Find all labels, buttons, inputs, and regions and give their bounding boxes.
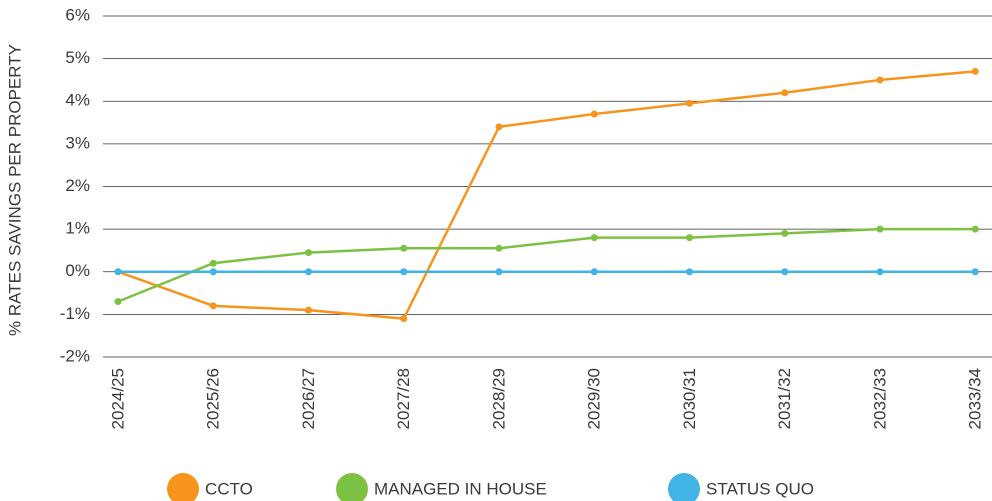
series-line bbox=[117, 70, 976, 320]
data-point bbox=[495, 268, 503, 276]
x-tick-label: 2024/25 bbox=[108, 368, 127, 429]
data-point bbox=[305, 268, 312, 276]
y-tick-label: -1% bbox=[60, 304, 90, 323]
y-tick-label: 0% bbox=[65, 261, 90, 280]
y-tick-label: 5% bbox=[65, 48, 90, 67]
x-tick-label: 2027/28 bbox=[394, 368, 413, 429]
data-point bbox=[305, 249, 312, 257]
data-point bbox=[495, 123, 503, 131]
data-point bbox=[971, 268, 979, 276]
x-tick-label: 2025/26 bbox=[204, 368, 223, 429]
y-tick-label: 3% bbox=[65, 133, 90, 152]
data-point bbox=[590, 268, 598, 276]
data-point bbox=[876, 268, 884, 276]
data-point bbox=[590, 234, 598, 242]
x-tick-label: 2030/31 bbox=[680, 368, 699, 429]
data-point bbox=[400, 268, 408, 276]
legend-label: MANAGED IN HOUSE bbox=[374, 479, 547, 498]
data-point bbox=[400, 244, 408, 252]
x-tick-label: 2028/29 bbox=[489, 368, 508, 429]
data-point bbox=[114, 268, 122, 276]
data-point bbox=[686, 268, 693, 276]
data-point bbox=[971, 67, 979, 75]
data-point bbox=[209, 268, 217, 276]
data-point bbox=[876, 76, 884, 84]
data-point bbox=[495, 244, 503, 252]
data-point bbox=[971, 225, 979, 233]
data-point bbox=[781, 89, 789, 97]
y-axis-label: % RATES SAVINGS PER PROPERTY bbox=[5, 44, 24, 336]
y-tick-label: 6% bbox=[65, 5, 90, 24]
data-point bbox=[781, 229, 789, 237]
legend-swatch bbox=[336, 473, 368, 501]
y-tick-label: 1% bbox=[65, 219, 90, 238]
legend-swatch bbox=[668, 473, 700, 501]
legend-label: CCTO bbox=[205, 479, 253, 498]
data-point bbox=[209, 302, 217, 310]
data-point bbox=[305, 306, 312, 314]
data-point bbox=[686, 99, 693, 107]
y-tick-label: -2% bbox=[60, 346, 90, 365]
x-tick-label: 2033/34 bbox=[966, 368, 985, 429]
data-point bbox=[590, 110, 598, 118]
data-point bbox=[209, 259, 217, 267]
x-tick-label: 2031/32 bbox=[775, 368, 794, 429]
y-tick-label: 4% bbox=[65, 91, 90, 110]
data-point bbox=[114, 298, 122, 306]
x-tick-label: 2029/30 bbox=[585, 368, 604, 429]
data-point bbox=[686, 234, 693, 242]
y-tick-label: 2% bbox=[65, 176, 90, 195]
legend-label: STATUS QUO bbox=[706, 479, 814, 498]
series-line bbox=[117, 227, 976, 303]
x-tick-label: 2032/33 bbox=[870, 368, 889, 429]
legend-swatch bbox=[167, 473, 199, 501]
data-point bbox=[781, 268, 789, 276]
data-point bbox=[400, 315, 408, 323]
x-tick-label: 2026/27 bbox=[299, 368, 318, 429]
data-point bbox=[876, 225, 884, 233]
